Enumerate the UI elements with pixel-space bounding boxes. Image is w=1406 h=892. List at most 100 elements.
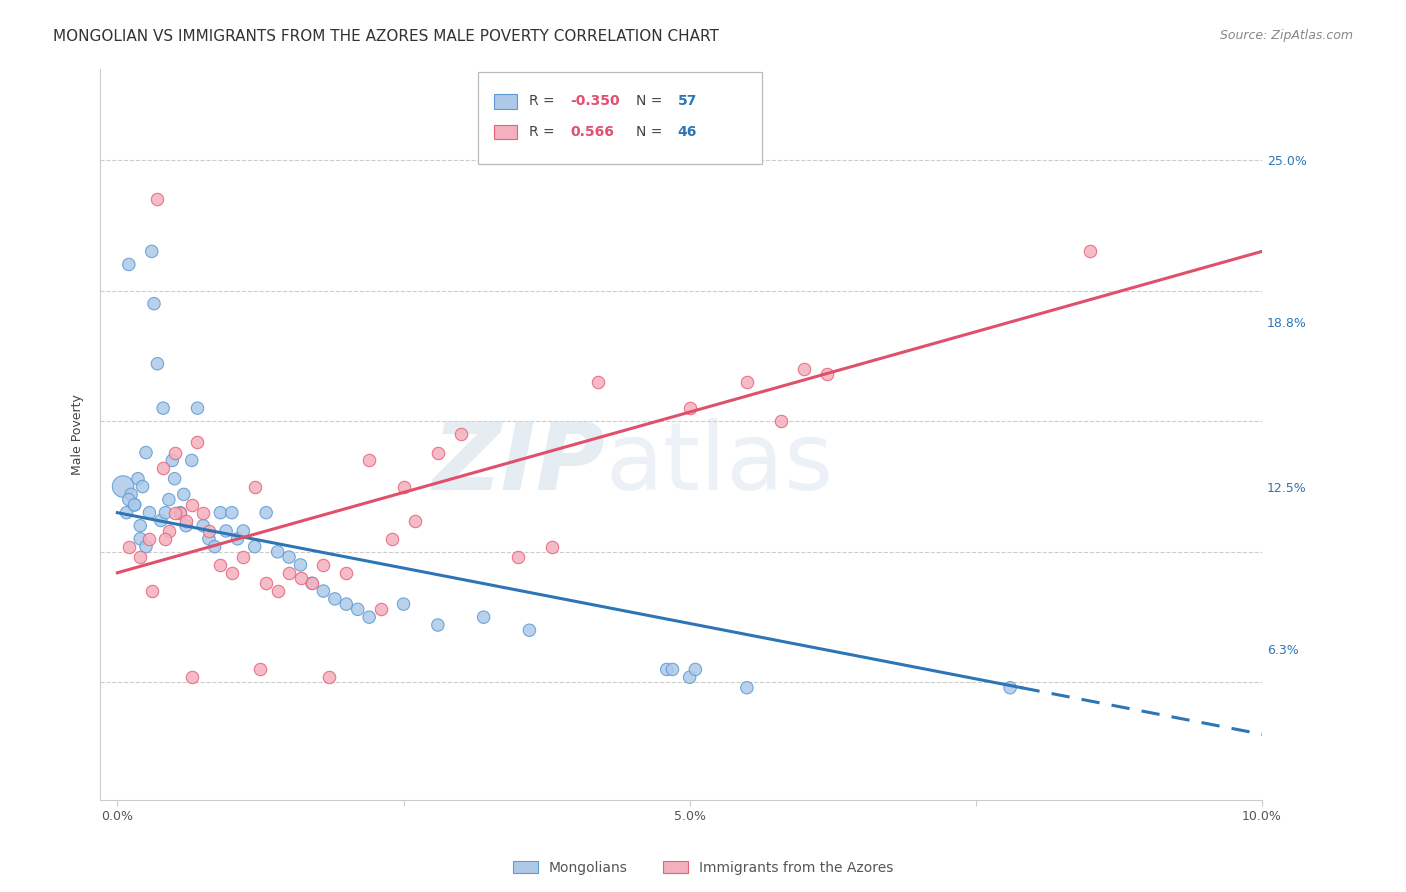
Point [278,550,301,565]
Point [215,524,238,538]
Point [163,506,186,520]
Point [232,550,254,565]
Point [335,597,357,611]
Text: 0.566: 0.566 [571,125,614,139]
Point [152,401,174,416]
Point [127,472,149,486]
Point [174,514,197,528]
Text: N =: N = [636,125,666,139]
Point [661,662,683,676]
Text: N =: N = [636,95,666,109]
Point [301,576,323,591]
Point [180,453,202,467]
Point [586,375,609,389]
Point [1078,244,1101,259]
Point [163,472,186,486]
Point [138,532,160,546]
Point [129,518,152,533]
Point [472,610,495,624]
Point [346,602,368,616]
Point [426,618,449,632]
Point [426,445,449,459]
Text: Source: ZipAtlas.com: Source: ZipAtlas.com [1219,29,1353,43]
Point [157,492,180,507]
Point [450,427,472,442]
Point [163,445,186,459]
Point [120,487,142,501]
Point [392,479,415,493]
Point [221,566,243,580]
Point [129,532,152,546]
Point [155,532,177,546]
Point [149,514,172,528]
Point [162,453,184,467]
Point [198,524,221,538]
Point [221,506,243,520]
Point [112,479,135,493]
Point [173,487,195,501]
Point [323,591,346,606]
Point [685,662,707,676]
Point [138,506,160,520]
Point [143,296,166,310]
Point [266,545,288,559]
Point [392,597,415,611]
Point [169,506,191,520]
Point [155,506,177,520]
Point [793,362,815,376]
Point [278,566,301,580]
Point [404,514,426,528]
Point [115,506,138,520]
Point [301,576,323,591]
Text: 57: 57 [678,95,697,109]
Point [735,681,758,695]
Point [174,518,197,533]
Point [204,540,226,554]
FancyBboxPatch shape [494,95,517,109]
Point [290,571,312,585]
Point [318,670,340,684]
Point [135,540,157,554]
Point [998,681,1021,695]
Point [266,584,288,599]
Point [249,662,271,676]
Point [519,624,541,638]
Point [124,498,146,512]
Text: atlas: atlas [606,417,834,509]
Point [678,401,700,416]
Point [815,368,838,382]
Point [243,479,266,493]
Point [209,506,232,520]
Text: 46: 46 [678,125,697,139]
Point [655,662,678,676]
Point [290,558,312,572]
Point [193,506,215,520]
Point [146,357,169,371]
Point [131,479,153,493]
Point [198,532,221,546]
Point [169,506,191,520]
Point [129,550,152,565]
Point [359,610,381,624]
Point [770,414,793,428]
Point [157,524,180,538]
Text: R =: R = [529,125,558,139]
Point [209,558,232,572]
Point [678,670,700,684]
Point [359,453,381,467]
Point [186,401,208,416]
Text: ZIP: ZIP [433,417,606,509]
Point [735,375,758,389]
Point [124,498,146,512]
Point [118,257,141,271]
Point [232,524,254,538]
Point [243,540,266,554]
Point [118,492,141,507]
Point [381,532,404,546]
FancyBboxPatch shape [478,72,762,163]
Point [370,602,392,616]
Point [226,532,249,546]
Point [118,540,141,554]
Point [254,506,277,520]
Point [541,540,564,554]
